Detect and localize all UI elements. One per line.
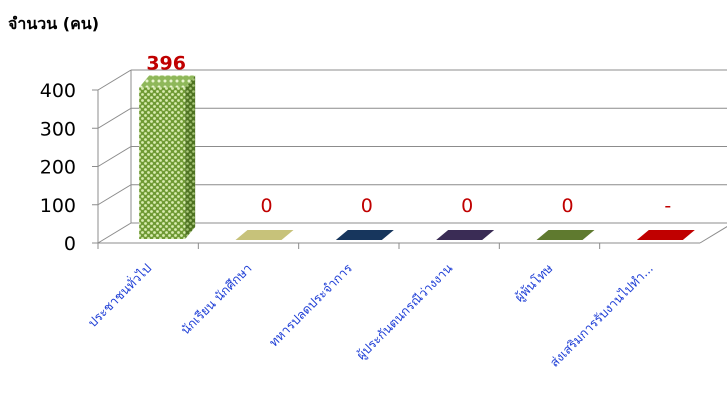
y-tick-label: 200 <box>40 157 76 179</box>
x-tick-label: ผู้พ้นโทษ <box>512 261 557 306</box>
data-label: 0 <box>260 195 272 217</box>
bar-zero <box>636 230 695 240</box>
bar-side <box>185 75 196 239</box>
data-label: 0 <box>561 195 573 217</box>
y-tick-label: 400 <box>40 80 76 102</box>
data-label: 0 <box>361 195 373 217</box>
y-tick-label: 0 <box>64 233 76 255</box>
bar-front <box>139 87 186 239</box>
gridline-depth <box>97 184 132 206</box>
y-tick-label: 100 <box>40 195 76 217</box>
y-tick-labels: 0 100 200 300 400 <box>40 80 76 255</box>
data-labels: 396 0 0 0 0 - <box>146 53 671 217</box>
data-label: 396 <box>146 53 186 75</box>
gridline-depth <box>97 146 132 167</box>
axes <box>97 70 727 249</box>
data-label: - <box>664 195 671 217</box>
x-tick-label: ผู้ประกันตนกรณีว่างงาน <box>353 260 456 363</box>
x-tick-labels: ประชาชนทั่วไป นักเรียน นักศึกษา ทหารปลดประ… <box>84 260 656 370</box>
x-tick-label: ประชาชนทั่วไป <box>84 260 154 330</box>
bar-zero <box>436 230 495 240</box>
y-axis-title: จำนวน (คน) <box>8 14 99 33</box>
data-label: 0 <box>461 195 473 217</box>
gridline-depth <box>97 69 132 91</box>
floor-right-edge <box>699 226 727 244</box>
x-tick-label: ทหารปลดประจำการ <box>266 260 355 349</box>
y-tick-label: 300 <box>40 118 76 140</box>
bar-top <box>139 75 196 88</box>
gridline-depth <box>97 107 132 129</box>
bars <box>139 75 695 240</box>
bar-zero <box>335 230 394 240</box>
gridline-depth <box>97 222 132 244</box>
gridlines <box>92 69 727 244</box>
bar-zero <box>235 230 294 240</box>
x-tick-label: ส่งเสริมการรับงานไปทำ... <box>547 261 656 370</box>
x-tick-label: นักเรียน นักศึกษา <box>178 261 255 338</box>
bar-zero <box>536 230 595 240</box>
